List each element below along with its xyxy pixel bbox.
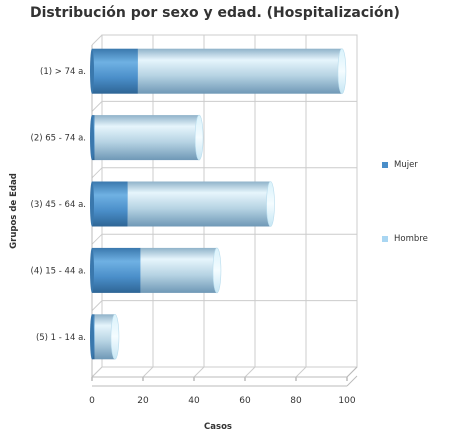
side-wall-line [91,167,103,179]
legend-item-mujer[interactable]: Mujer [382,160,418,170]
bar-hombre [137,48,342,94]
y-category-label: (2) 65 - 74 a. [31,134,86,144]
bar-start-cap [90,48,94,94]
x-tick-label: 20 [137,396,149,406]
x-tick-label: 40 [188,396,200,406]
floor-line [244,366,256,378]
side-wall-line [91,366,103,378]
bar-start-cap [90,247,94,293]
floor-line [295,366,307,378]
y-category-label: (3) 45 - 64 a. [31,200,86,210]
legend-label-hombre: Hombre [394,234,428,244]
y-category-label: (5) 1 - 14 a. [36,333,86,343]
labels: 0 20 40 60 80 100 (1) > 74 a. (2) 65 - 74 a. (3)… [31,67,356,406]
y-axis-title: Grupos de Edad [9,173,19,249]
floor-edge [346,366,358,378]
bar-end-cap [194,114,204,161]
floor-line [193,366,205,378]
x-axis-title: Casos [204,422,232,432]
chart-title: Distribución por sexo y edad. (Hospitali… [30,5,400,21]
bar-start-cap [90,314,94,360]
side-wall-line [91,233,103,245]
side-wall-line [91,34,103,46]
x-axis-base-edge [346,375,358,387]
bar-end-cap [110,313,120,360]
bar-hombre [140,247,217,293]
bar-start-cap [90,115,94,161]
y-category-label: (4) 15 - 44 a. [31,266,86,276]
bar-end-cap [266,181,275,227]
bar-end-cap [337,48,347,94]
bar-end-cap [212,247,222,294]
bar-hombre [94,314,115,360]
x-tick-label: 0 [89,396,95,406]
bar-start-cap [90,181,94,227]
x-tick-label: 100 [338,396,355,406]
floor-line [142,366,154,378]
x-tick-label: 60 [239,396,251,406]
bar-mujer [92,181,128,227]
bars [90,48,347,360]
legend-swatch-hombre [382,236,388,242]
y-category-label: (1) > 74 a. [40,67,86,77]
side-wall-line [91,300,103,311]
bar-mujer [92,247,141,293]
bar-hombre [94,115,200,161]
legend-item-hombre[interactable]: Hombre [382,234,428,244]
side-wall-line [91,101,103,112]
x-tick-label: 80 [290,396,302,406]
legend-label-mujer: Mujer [394,160,418,170]
bar-mujer [92,48,138,94]
legend-swatch-mujer [382,162,388,168]
bar-hombre [127,181,271,227]
